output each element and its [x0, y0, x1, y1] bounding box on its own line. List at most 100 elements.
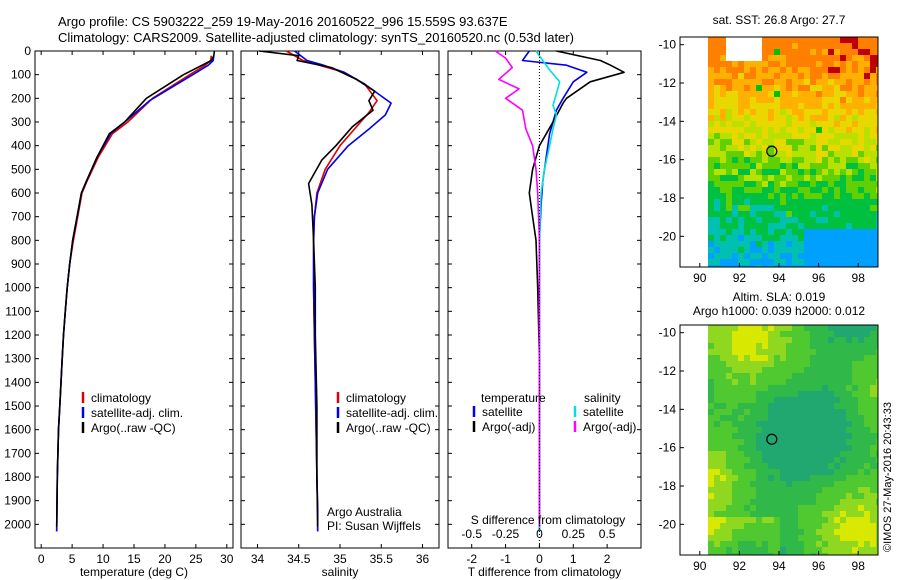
- sst-map-cell: [738, 91, 745, 98]
- sla-map-cell: [750, 415, 757, 422]
- sla-map-cell: [792, 361, 799, 368]
- sst-map-ytick-label: -10: [659, 38, 677, 52]
- sst-map-cell: [876, 175, 878, 182]
- sst-map-cell: [756, 67, 763, 74]
- sst-map-cell: [768, 211, 775, 218]
- sla-map-cell: [756, 553, 763, 555]
- sla-map-cell: [798, 379, 805, 386]
- sst-map-cell: [858, 229, 865, 236]
- sla-map-cell: [828, 481, 835, 488]
- sla-map-cell: [804, 445, 811, 452]
- sst-map-cell: [780, 217, 787, 224]
- sst-map-cell: [792, 67, 799, 74]
- sla-map-cell: [732, 367, 739, 374]
- sst-map-cell: [768, 157, 775, 164]
- sst-map-cell: [846, 91, 853, 98]
- sla-map-cell: [816, 493, 823, 500]
- sst-map-cell: [846, 115, 853, 122]
- sst-map-cell: [756, 217, 763, 224]
- sla-map-cell: [774, 457, 781, 464]
- sla-map-cell: [708, 457, 715, 464]
- sst-map-cell: [750, 49, 757, 56]
- sst-map-cell: [876, 61, 878, 68]
- sst-map-cell: [828, 61, 835, 68]
- sla-map-cell: [726, 541, 733, 548]
- salinity-series-2: [259, 50, 376, 527]
- sst-map-cell: [768, 49, 775, 56]
- sla-map-cell: [846, 349, 853, 356]
- sst-map-cell: [762, 199, 769, 206]
- sla-map-cell: [840, 337, 847, 344]
- sst-map-cell: [744, 235, 751, 242]
- sla-map-cell: [846, 427, 853, 434]
- sal-diff-legend-label: Argo(-adj): [583, 420, 636, 434]
- sla-map-cell: [834, 433, 841, 440]
- sla-map-cell: [714, 523, 721, 530]
- sla-map-cell: [816, 415, 823, 422]
- sst-map-cell: [750, 235, 757, 242]
- sla-map-cell: [750, 517, 757, 524]
- sla-map-cell: [786, 493, 793, 500]
- sst-map-cell: [840, 169, 847, 176]
- sla-map-cell: [834, 547, 841, 554]
- sla-map-cell: [810, 355, 817, 362]
- sla-map-cell: [720, 511, 727, 518]
- sst-map-cell: [780, 91, 787, 98]
- temperature-legend-label: climatology: [91, 391, 151, 405]
- sst-map-cell: [876, 91, 878, 98]
- sst-map-cell: [726, 115, 733, 122]
- sla-map-cell: [768, 445, 775, 452]
- sst-map-cell: [744, 259, 751, 266]
- sst-map-cell: [834, 151, 841, 158]
- sst-map-cell: [780, 127, 787, 134]
- sla-map-cell: [792, 373, 799, 380]
- sst-map-cell: [786, 181, 793, 188]
- sst-map-cell: [840, 133, 847, 140]
- sla-map-cell: [786, 415, 793, 422]
- sla-map-cell: [738, 457, 745, 464]
- sla-map-cell: [828, 337, 835, 344]
- sla-map-cell: [774, 475, 781, 482]
- sst-map-cell: [840, 145, 847, 152]
- sst-map-cell: [738, 163, 745, 170]
- sst-map-cell: [768, 199, 775, 206]
- sla-map-cell: [810, 403, 817, 410]
- sst-map-cell: [876, 73, 878, 80]
- sst-map-cell: [846, 97, 853, 104]
- sla-map-cell: [786, 541, 793, 548]
- sst-map-cell: [786, 127, 793, 134]
- sla-map-cell: [834, 325, 841, 332]
- sla-map-cell: [744, 367, 751, 374]
- sla-map-cell: [732, 499, 739, 506]
- sla-map-cell: [846, 391, 853, 398]
- sst-map-cell: [738, 97, 745, 104]
- sst-map-cell: [774, 139, 781, 146]
- sla-map-cell: [858, 421, 865, 428]
- sla-map-cell: [756, 337, 763, 344]
- sst-map-cell: [726, 229, 733, 236]
- sst-map-cell: [834, 115, 841, 122]
- sst-map-cell: [738, 217, 745, 224]
- sst-map-cell: [858, 205, 865, 212]
- sst-map-cell: [798, 115, 805, 122]
- sst-map-cell: [792, 97, 799, 104]
- sla-map-cell: [750, 451, 757, 458]
- sst-map-cell: [774, 103, 781, 110]
- sst-map-cell: [726, 265, 733, 267]
- sst-map-cell: [810, 259, 817, 266]
- sla-map-cell: [798, 325, 805, 332]
- sla-map-cell: [774, 481, 781, 488]
- sla-map-cell: [804, 517, 811, 524]
- sst-map-cell: [738, 115, 745, 122]
- sst-map-cell: [726, 97, 733, 104]
- sst-map-cell: [780, 67, 787, 74]
- sst-map-cell: [828, 133, 835, 140]
- sla-map-cell: [798, 529, 805, 536]
- difference-panel: -2 -1 0 1 2T difference from climatology-0.5…: [447, 50, 642, 579]
- sst-map-cell: [738, 43, 745, 50]
- sla-map-cell: [732, 373, 739, 380]
- sst-map-cell: [822, 169, 829, 176]
- sla-map-cell: [750, 349, 757, 356]
- sst-map-cell: [840, 121, 847, 128]
- sst-map-cell: [714, 229, 721, 236]
